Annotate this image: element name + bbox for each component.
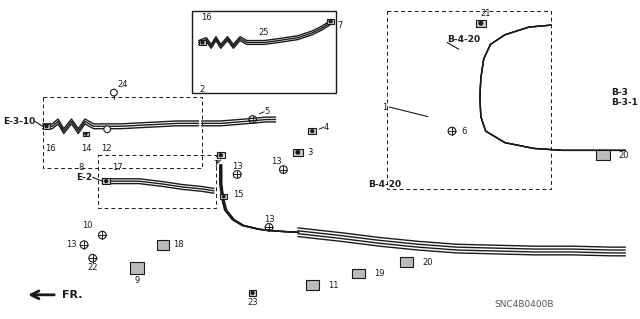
Text: 7: 7: [337, 21, 342, 30]
Bar: [102, 178, 110, 184]
Circle shape: [201, 41, 204, 44]
Text: 9: 9: [134, 276, 140, 285]
Text: 13: 13: [271, 157, 282, 167]
Bar: [327, 19, 335, 24]
Text: 13: 13: [264, 215, 275, 224]
Circle shape: [104, 126, 111, 132]
Circle shape: [220, 154, 222, 157]
Circle shape: [329, 20, 332, 23]
Text: 13: 13: [66, 240, 76, 249]
Bar: [157, 240, 169, 249]
Text: 16: 16: [45, 144, 56, 153]
Text: 20: 20: [422, 257, 433, 267]
Text: 1: 1: [382, 102, 387, 112]
Text: 20: 20: [619, 151, 629, 160]
Bar: [198, 40, 206, 45]
Bar: [293, 149, 303, 156]
Bar: [305, 280, 319, 290]
Bar: [596, 150, 610, 160]
Text: 4: 4: [324, 123, 329, 132]
Text: 22: 22: [88, 263, 98, 272]
Text: 2: 2: [199, 85, 204, 94]
Circle shape: [296, 150, 300, 154]
Text: 15: 15: [234, 190, 244, 199]
Text: 8: 8: [79, 163, 84, 172]
Text: B-4-20: B-4-20: [368, 180, 401, 189]
Text: 19: 19: [374, 269, 385, 278]
Text: E-2: E-2: [77, 173, 93, 182]
Circle shape: [84, 133, 87, 135]
Text: 13: 13: [232, 162, 243, 171]
Circle shape: [222, 195, 225, 198]
Text: 3: 3: [307, 148, 313, 157]
Text: 17: 17: [113, 163, 123, 172]
Bar: [352, 269, 365, 278]
Bar: [217, 152, 225, 158]
Circle shape: [104, 180, 108, 183]
Circle shape: [251, 291, 254, 294]
Circle shape: [311, 130, 314, 133]
Text: 23: 23: [247, 298, 258, 307]
Circle shape: [111, 89, 117, 96]
Text: 12: 12: [101, 144, 111, 153]
Bar: [308, 128, 316, 134]
Text: E-3-10: E-3-10: [3, 117, 35, 126]
Text: 16: 16: [201, 13, 212, 22]
Text: B-3-1: B-3-1: [611, 98, 637, 107]
Bar: [220, 194, 227, 199]
Text: 21: 21: [481, 9, 491, 18]
Text: B-4-20: B-4-20: [447, 35, 480, 44]
Bar: [400, 257, 413, 267]
Text: 6: 6: [461, 127, 467, 136]
Bar: [43, 123, 51, 129]
Bar: [476, 20, 486, 26]
Text: 10: 10: [82, 221, 93, 230]
Text: 11: 11: [328, 281, 338, 290]
Circle shape: [479, 21, 483, 25]
Text: 25: 25: [259, 28, 269, 37]
Bar: [249, 290, 257, 296]
Text: B-3: B-3: [611, 88, 628, 97]
Text: 7: 7: [213, 160, 219, 169]
Bar: [192, 11, 337, 93]
Circle shape: [45, 125, 48, 128]
Bar: [83, 132, 89, 136]
Text: SNC4B0400B: SNC4B0400B: [495, 300, 554, 309]
Text: 14: 14: [81, 144, 91, 153]
Text: 5: 5: [264, 107, 269, 116]
Text: 18: 18: [173, 240, 183, 249]
Text: FR.: FR.: [62, 290, 83, 300]
Bar: [131, 262, 144, 274]
Text: 24: 24: [118, 80, 128, 89]
